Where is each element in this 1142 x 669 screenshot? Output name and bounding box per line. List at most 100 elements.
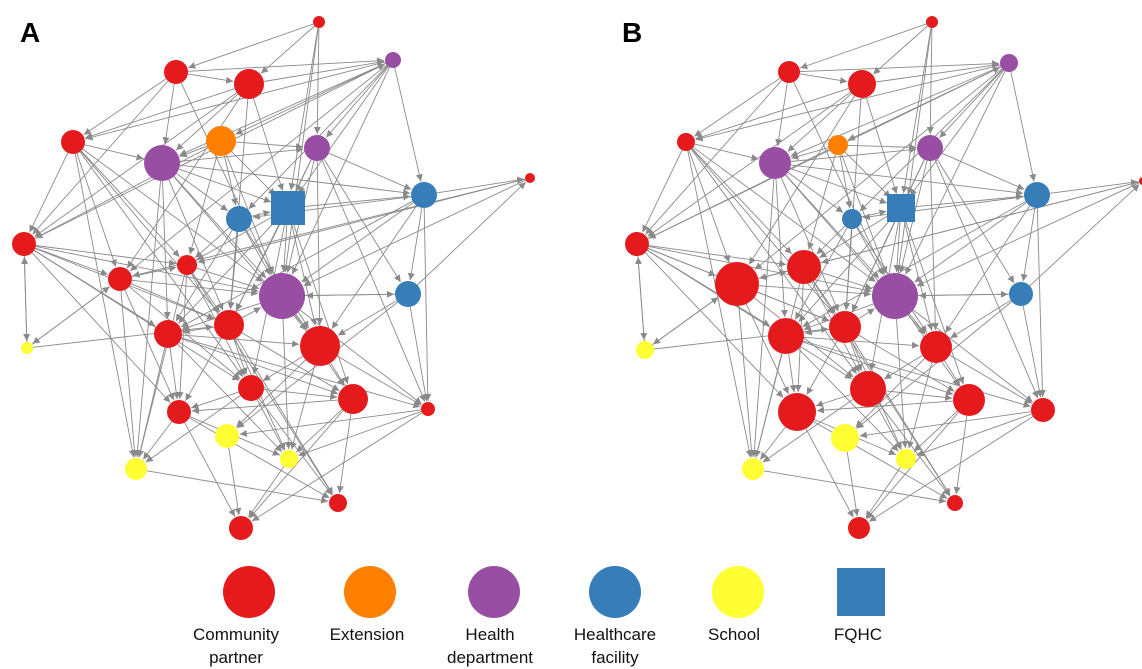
- community-partner-swatch: [223, 566, 275, 618]
- panel-b-node-health-department: [759, 147, 791, 179]
- panel-b-edge: [775, 178, 788, 318]
- panel-a-edge: [241, 332, 340, 392]
- panel-b-edge: [949, 354, 1033, 404]
- panel-b-node-healthcare-facility: [1024, 182, 1050, 208]
- legend-item-extension: Extension: [330, 566, 404, 644]
- panel-b-edge: [799, 73, 848, 84]
- panel-b-edge: [912, 309, 1033, 403]
- panel-a-edge: [196, 216, 274, 260]
- panel-b-node-community-partner: [778, 61, 800, 83]
- panel-a-node-community-partner: [154, 320, 182, 348]
- panel-b-edge: [944, 360, 961, 386]
- panel-a-edge: [263, 388, 338, 401]
- panel-a-edge: [80, 150, 219, 314]
- panel-b-edge: [787, 93, 852, 152]
- legend-label-community-partner-line2: partner: [209, 648, 263, 667]
- panel-b-edge: [687, 150, 753, 458]
- panel-a-edges: [21, 23, 527, 522]
- panel-a-edge: [197, 178, 526, 264]
- extension-swatch: [344, 566, 396, 618]
- panel-b-edge: [644, 252, 784, 398]
- panel-b-edge: [694, 77, 781, 137]
- panel-b-edge: [916, 413, 1032, 457]
- panel-a-edge: [409, 306, 429, 402]
- panel-b-nodes: [625, 16, 1142, 539]
- legend-item-fqhc: FQHC: [834, 568, 885, 644]
- panel-a-edge: [235, 222, 281, 311]
- panel-b-edge: [648, 245, 787, 268]
- panel-a-edge: [168, 179, 224, 311]
- panel-b-node-healthcare-facility: [1009, 282, 1033, 306]
- panel-a-edge: [235, 141, 304, 150]
- panel-b-edge: [913, 410, 958, 452]
- panel-a-edge: [304, 193, 411, 207]
- panel-a-edge: [260, 25, 315, 74]
- panel-a-edge: [423, 207, 432, 402]
- legend-label-healthcare-facility-line2: facility: [591, 648, 639, 667]
- panel-a-edge: [181, 337, 421, 409]
- panel-a-edge: [35, 247, 108, 276]
- panel-a-node-community-partner: [525, 173, 535, 183]
- panel-b-node-community-partner: [1031, 398, 1055, 422]
- panel-a-edge: [231, 151, 276, 196]
- panel-b-node-community-partner: [848, 70, 876, 98]
- panel-a-edge: [233, 339, 248, 375]
- panel-a-edge: [124, 289, 175, 401]
- panel-a-edge: [31, 286, 110, 345]
- panel-a-edge: [80, 150, 180, 258]
- panel-b-node-community-partner: [1139, 177, 1142, 185]
- panel-b-node-community-partner: [829, 311, 861, 343]
- panel-b-edge: [896, 318, 909, 449]
- panel-a-node-healthcare-facility: [226, 206, 252, 232]
- panel-label-b: B: [622, 17, 642, 48]
- panel-b-edge: [1036, 207, 1046, 398]
- panel-a-edge: [34, 63, 386, 240]
- panel-b-edge: [858, 334, 955, 392]
- panel-b-edge: [929, 160, 939, 331]
- panel-b-edges: [635, 23, 1140, 522]
- panel-a-edge: [177, 219, 277, 324]
- panel-b-node-community-partner: [947, 495, 963, 511]
- panel-b-node-community-partner: [768, 318, 804, 354]
- panel-a-edge: [35, 245, 177, 267]
- panel-a-edge: [337, 355, 422, 406]
- panel-a-edge: [330, 362, 345, 386]
- panel-a-edge: [298, 410, 422, 457]
- panel-a-edge: [142, 421, 173, 460]
- panel-b-edge: [878, 403, 950, 497]
- panel-b-edge: [757, 291, 830, 322]
- panel-b-node-community-partner: [677, 133, 695, 151]
- school-swatch: [712, 566, 764, 618]
- panel-b-edge: [909, 69, 1004, 197]
- legend-item-healthcare-facility: Healthcare facility: [574, 566, 656, 667]
- panel-a-edge: [227, 98, 249, 310]
- panel-b-node-community-partner: [625, 232, 649, 256]
- panel-b-edge: [647, 66, 1001, 240]
- panel-a-node-extension: [206, 126, 236, 156]
- panel-b-edge: [846, 451, 860, 517]
- panel-a-edge: [235, 62, 386, 135]
- panel-b-edge: [819, 214, 890, 258]
- panel-a-node-community-partner: [234, 69, 264, 99]
- health-department-swatch: [468, 566, 520, 618]
- panel-a-edge: [291, 67, 391, 275]
- legend-label-health-department-line2: department: [447, 648, 533, 667]
- panel-a-node-health-department: [304, 135, 330, 161]
- legend-label-school: School: [708, 625, 760, 644]
- panel-a-edge: [299, 309, 422, 405]
- panel-a-node-health-department: [259, 273, 305, 319]
- panel-b-edge: [645, 79, 783, 235]
- panel-b-edge: [1010, 71, 1037, 182]
- panel-a-node-community-partner: [313, 16, 325, 28]
- panel-b-edge: [791, 147, 829, 160]
- panel-b-edge: [916, 182, 1140, 287]
- panel-b-edge: [847, 143, 917, 151]
- panel-a-edge: [239, 409, 422, 437]
- legend-item-health-department: Health department: [447, 566, 533, 667]
- panel-a-edge: [184, 422, 236, 517]
- panel-b-edge: [893, 221, 901, 273]
- panel-b-edge: [821, 181, 1140, 265]
- panel-b-edge: [788, 353, 797, 393]
- panel-a-edge: [248, 466, 285, 518]
- legend-item-school: School: [708, 566, 764, 644]
